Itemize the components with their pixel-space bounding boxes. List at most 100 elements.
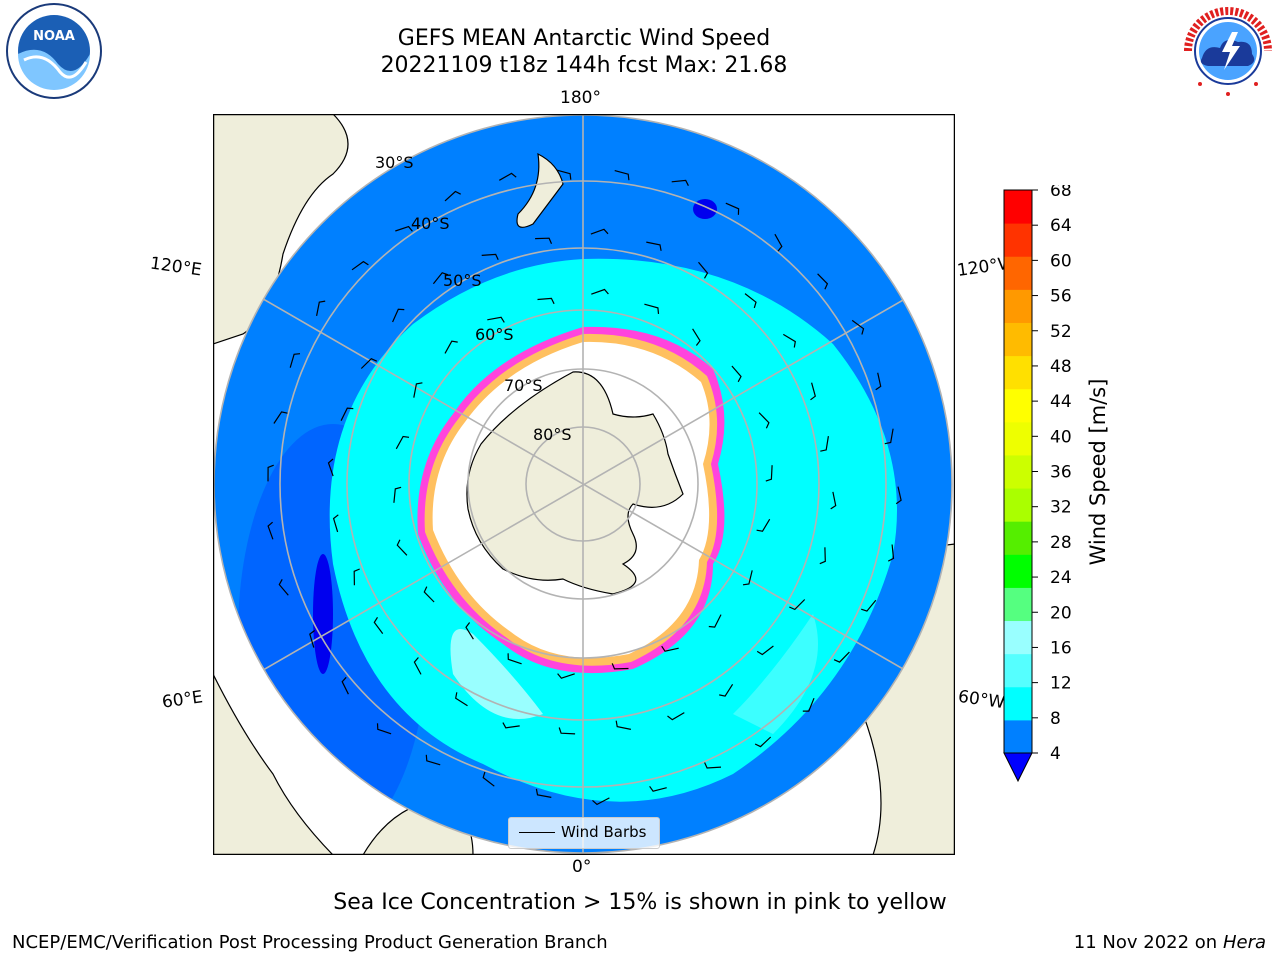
wind-barb <box>861 599 877 612</box>
wind-barb <box>535 788 552 798</box>
wind-barb <box>556 169 572 180</box>
wind-barb <box>360 357 378 369</box>
legend-box: Wind Barbs <box>508 817 660 849</box>
lon-label-60e: 60°E <box>160 687 205 713</box>
wind-barb <box>820 436 829 452</box>
chart-title: GEFS MEAN Antarctic Wind Speed <box>397 26 771 51</box>
colorbar-segment <box>1004 653 1032 688</box>
wind-barb <box>765 465 773 482</box>
wind-barbs <box>267 169 902 806</box>
wind-barb <box>444 340 458 354</box>
wind-barb <box>376 723 392 735</box>
wind-barb <box>719 683 734 697</box>
footer-date-text: 11 Nov 2022 on <box>1073 932 1218 953</box>
wind-barb <box>395 435 410 450</box>
wind-barb <box>744 293 757 309</box>
wind-barb <box>327 458 334 477</box>
wind-barb <box>592 797 610 806</box>
wind-barb <box>614 170 630 181</box>
wind-barb <box>742 570 753 586</box>
legend-line <box>519 832 555 833</box>
wind-barb <box>341 676 349 695</box>
colorbar-tick-label: 64 <box>1050 216 1072 236</box>
colorbar-tick-label: 40 <box>1050 427 1072 447</box>
wind-barb <box>353 568 360 586</box>
lon-label-180: 180° <box>560 88 601 108</box>
wind-barb <box>537 297 555 305</box>
footer-date: 11 Nov 2022 on Hera <box>1074 932 1266 953</box>
wind-barb <box>289 353 301 368</box>
noaa-logo-text: NOAA <box>33 29 75 44</box>
colorbar-tick-label: 60 <box>1050 251 1072 271</box>
new-zealand-land <box>516 152 564 228</box>
colorbar-segment <box>1004 223 1032 257</box>
colorbar-segment <box>1004 686 1032 721</box>
wind-barb <box>671 179 689 186</box>
wind-barb <box>278 579 289 596</box>
colorbar-segment <box>1004 421 1032 456</box>
wind-barb <box>507 653 522 665</box>
wind-barb <box>558 727 576 735</box>
wind-barb <box>667 712 685 721</box>
lat-label-70s: 70°S <box>504 376 543 395</box>
wind-barb <box>351 260 369 271</box>
colorbar-extend-triangle <box>1003 752 1033 783</box>
legend-label: Wind Barbs <box>561 823 647 841</box>
wind-barb <box>590 228 609 235</box>
colorbar-tick-label: 12 <box>1050 674 1072 694</box>
wind-barb <box>830 491 837 510</box>
colorbar-segment <box>1004 388 1032 423</box>
wind-barb <box>802 697 815 712</box>
wind-barb <box>309 630 315 648</box>
colorbar-segments <box>1003 189 1033 754</box>
wind-barb <box>373 616 384 634</box>
wind-barb <box>393 486 402 503</box>
colorbar-tick-label: 56 <box>1050 287 1072 307</box>
wind-barb <box>708 614 722 628</box>
wind-barb <box>499 172 517 181</box>
colorbar-tick-label: 48 <box>1050 357 1072 377</box>
wind-barb <box>332 514 339 533</box>
wind-barb <box>817 273 829 290</box>
wind-barb <box>432 272 449 285</box>
wind-barb <box>884 428 894 445</box>
colorbar-tick-label: 36 <box>1050 463 1072 483</box>
nws-logo <box>1182 5 1274 97</box>
colorbar-tick-label: 44 <box>1050 392 1072 412</box>
wind-barb <box>782 333 796 348</box>
wind-barb <box>273 411 288 424</box>
colorbar-tick-label: 8 <box>1050 709 1061 729</box>
wind-barb <box>774 233 783 252</box>
wind-barb <box>810 382 816 401</box>
wind-barb <box>340 407 354 421</box>
colorbar-segment <box>1004 554 1032 588</box>
wind-barb <box>444 190 461 202</box>
colorbar-tick-label: 52 <box>1050 322 1072 342</box>
lat-label-30s: 30°S <box>375 153 414 172</box>
chart-subtitle: 20221109 t18z 144h fcst Max: 21.68 <box>380 53 788 78</box>
colorbar-tick-label: 20 <box>1050 603 1072 623</box>
wind-barb <box>758 412 770 429</box>
wind-barb <box>698 261 709 279</box>
wind-barb <box>502 722 520 729</box>
colorbar-tick-label: 4 <box>1050 744 1061 764</box>
wind-barb <box>455 692 468 707</box>
wind-barb <box>557 673 575 679</box>
footer-host: Hera <box>1222 932 1266 953</box>
wind-barb <box>425 754 441 766</box>
wind-barb <box>819 547 826 565</box>
lat-label-40s: 40°S <box>411 214 450 233</box>
colorbar-segment <box>1004 355 1032 390</box>
colorbar-segment <box>1004 620 1032 655</box>
wind-barb <box>615 720 632 730</box>
madagascar-africa-land <box>213 673 334 855</box>
wind-barb <box>725 202 740 215</box>
wind-barb <box>482 771 495 787</box>
wind-barb <box>895 486 902 505</box>
noaa-logo: NOAA <box>6 3 102 99</box>
colorbar-tick-label: 16 <box>1050 638 1072 658</box>
map-frame <box>213 114 955 855</box>
colorbar-segment <box>1004 190 1032 224</box>
colorbar-segment <box>1004 488 1032 522</box>
